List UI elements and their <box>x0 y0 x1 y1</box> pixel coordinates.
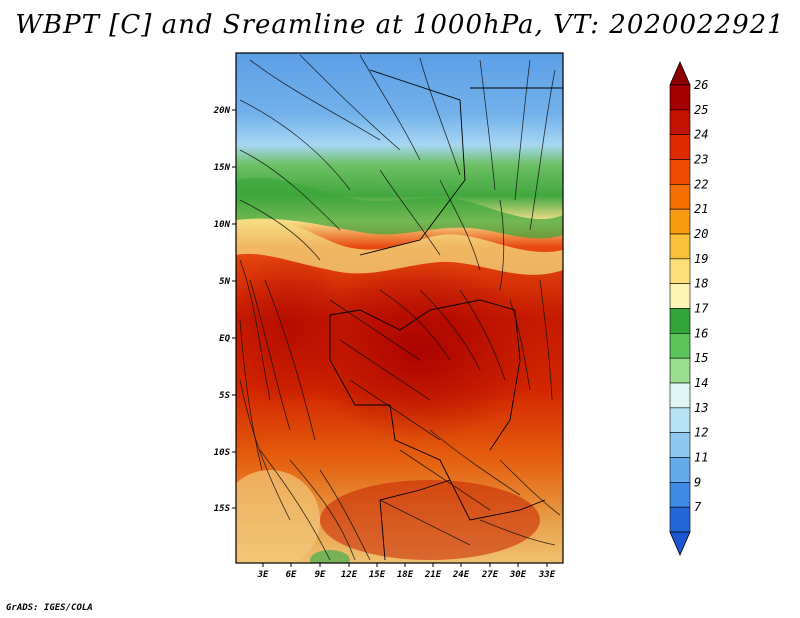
lon-label-6e: 6E <box>286 570 297 580</box>
colorbar-swatch <box>669 233 691 260</box>
colorbar-swatch <box>669 258 691 284</box>
lat-label-15s: 15S <box>214 504 231 514</box>
colorbar-swatch <box>669 357 691 384</box>
colorbar: 26 25 24 23 22 21 20 19 18 17 16 15 14 13 12 11 9 7 <box>669 60 709 557</box>
colorbar-swatch <box>669 308 691 334</box>
colorbar-label: 7 <box>694 500 702 514</box>
colorbar-swatch <box>669 109 691 135</box>
country-borders <box>329 69 563 561</box>
colorbar-swatch <box>669 407 691 433</box>
colorbar-label: 16 <box>694 326 708 340</box>
colorbar-bottom-arrow <box>669 531 691 557</box>
lon-label-3e: 3E <box>257 570 269 580</box>
colorbar-label: 25 <box>694 103 708 117</box>
lat-label-5s: 5S <box>219 391 230 401</box>
wbpt-field <box>236 53 563 563</box>
colorbar-swatch <box>669 457 691 483</box>
lon-label-21e: 21E <box>424 570 442 580</box>
lat-label-15n: 15N <box>214 163 231 173</box>
colorbar-label: 11 <box>694 451 708 465</box>
latitude-axis: 20N 15N 10N 5N EQ 5S 10S 15S <box>213 106 236 514</box>
map-frame <box>235 52 564 564</box>
colorbar-swatch <box>669 134 691 160</box>
lat-label-10s: 10S <box>214 448 231 458</box>
lon-label-15e: 15E <box>369 570 386 580</box>
colorbar-swatch <box>669 432 691 458</box>
lat-label-5n: 5N <box>219 277 230 287</box>
streamlines <box>239 54 561 561</box>
colorbar-swatch <box>669 184 691 210</box>
colorbar-label: 23 <box>694 153 708 167</box>
colorbar-label: 9 <box>694 475 701 489</box>
colorbar-label: 22 <box>694 177 708 191</box>
colorbar-label: 15 <box>694 351 708 365</box>
colorbar-top-arrow <box>669 60 691 86</box>
lat-label-10n: 10N <box>214 220 231 230</box>
colorbar-label: 24 <box>694 128 708 142</box>
colorbar-label: 17 <box>694 302 709 316</box>
colorbar-label: 21 <box>694 202 708 216</box>
lon-label-24e: 24E <box>452 570 470 580</box>
lon-label-9e: 9E <box>315 570 326 580</box>
chart-title: WBPT [C] and Sreamline at 1000hPa, VT: 2… <box>15 10 785 40</box>
colorbar-label: 14 <box>694 376 708 390</box>
colorbar-label: 20 <box>694 227 708 241</box>
lon-label-30e: 30E <box>509 570 527 580</box>
colorbar-label: 26 <box>694 78 708 92</box>
lon-label-18e: 18E <box>397 570 414 580</box>
colorbar-swatch <box>669 382 691 409</box>
colorbar-swatch <box>669 482 691 508</box>
longitude-axis: 3E 6E 9E 12E 15E 18E 21E 24E 27E 30E 33E <box>257 563 556 580</box>
colorbar-swatch <box>669 84 691 111</box>
colorbar-swatch <box>669 208 691 235</box>
grads-credit: GrADS: IGES/COLA <box>6 603 93 613</box>
colorbar-swatch <box>669 506 691 533</box>
colorbar-label: 18 <box>694 277 708 291</box>
lon-label-27e: 27E <box>481 570 499 580</box>
lat-label-eq: EQ <box>219 334 230 344</box>
colorbar-label: 13 <box>694 401 708 415</box>
lat-label-20n: 20N <box>213 106 231 116</box>
colorbar-swatch <box>669 283 691 309</box>
lon-label-33e: 33E <box>538 570 556 580</box>
colorbar-label: 12 <box>694 426 708 440</box>
lon-label-12e: 12E <box>341 570 358 580</box>
colorbar-swatch <box>669 159 691 185</box>
colorbar-label: 19 <box>694 252 708 266</box>
colorbar-swatch <box>669 333 691 359</box>
